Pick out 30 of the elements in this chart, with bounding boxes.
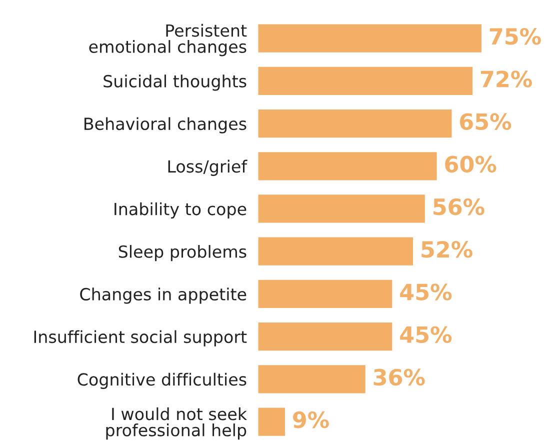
data-label: 9% xyxy=(293,411,329,428)
bar xyxy=(258,280,392,308)
bar xyxy=(258,24,482,52)
y-tick-label: Persistent emotional changes xyxy=(89,24,247,56)
bar xyxy=(258,194,425,223)
bar xyxy=(258,322,392,351)
y-tick-label: Loss/grief xyxy=(168,160,248,176)
y-tick-label: Behavioral changes xyxy=(84,117,246,134)
data-label: 56% xyxy=(434,198,484,216)
bar xyxy=(258,408,285,436)
y-tick-label: Inability to cope xyxy=(114,202,246,219)
bar xyxy=(258,109,452,138)
data-label: 72% xyxy=(480,70,532,88)
data-label: 52% xyxy=(422,240,472,258)
data-label: 65% xyxy=(460,113,512,130)
y-tick-label: Suicidal thoughts xyxy=(104,74,246,91)
data-label: 45% xyxy=(400,326,452,344)
bar xyxy=(258,66,473,95)
bar xyxy=(258,365,366,394)
y-tick-label: Insufficient social support xyxy=(34,330,247,346)
data-label: 36% xyxy=(374,368,425,386)
data-label: 60% xyxy=(445,156,496,173)
bar xyxy=(258,152,437,180)
data-label: 45% xyxy=(400,284,452,300)
y-tick-label: Cognitive difficulties xyxy=(78,372,246,389)
y-tick-label: I would not seek professional help xyxy=(106,407,248,440)
y-tick-label: Sleep problems xyxy=(118,245,246,262)
y-tick-label: Changes in appetite xyxy=(80,288,246,304)
bar xyxy=(258,237,413,266)
data-label: 75% xyxy=(490,28,541,45)
